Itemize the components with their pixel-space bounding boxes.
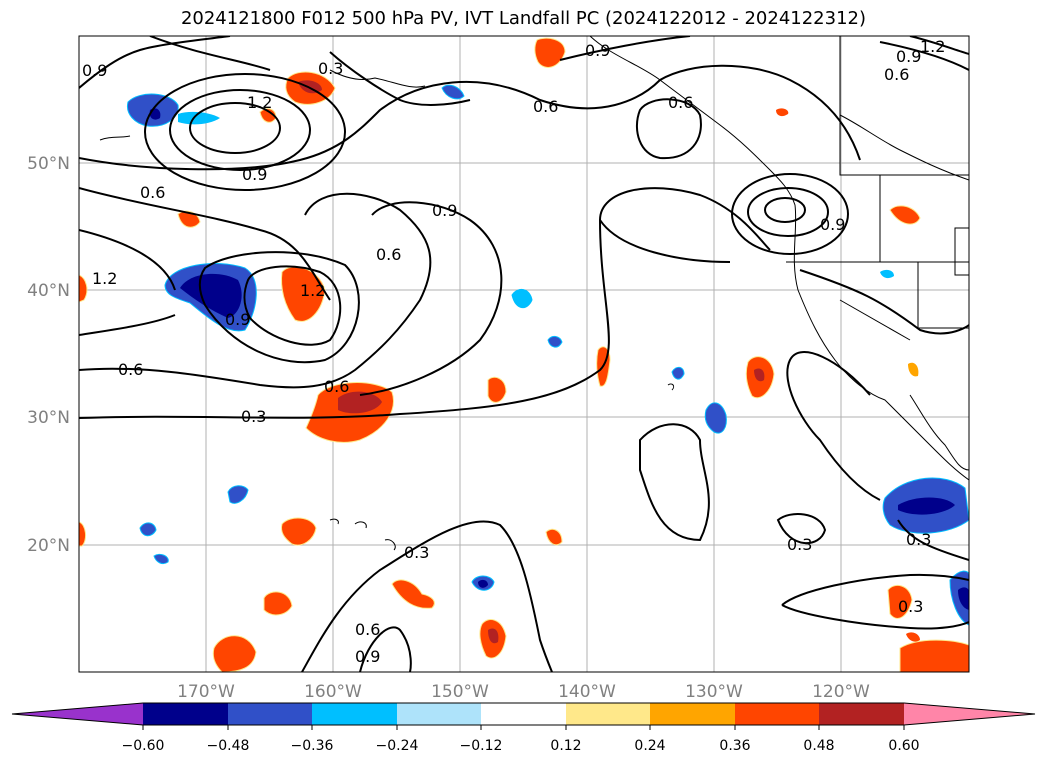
colorbar-segment xyxy=(566,703,650,725)
contour-label: 1.2 xyxy=(247,93,272,112)
lat-label: 40°N xyxy=(27,281,70,301)
colorbar-tick-label: 0.24 xyxy=(634,738,665,754)
contour-label: 0.9 xyxy=(225,310,250,329)
contour-label: 0.3 xyxy=(241,407,266,426)
contour-label: 0.3 xyxy=(404,543,429,562)
colorbar-segment xyxy=(819,703,904,725)
colorbar: −0.60 −0.48 −0.36 −0.24 −0.12 0.12 0.24 … xyxy=(11,702,1036,754)
contour-label: 0.3 xyxy=(787,535,812,554)
lon-label: 170°W xyxy=(177,682,235,702)
colorbar-tick-label: −0.12 xyxy=(460,738,503,754)
contour-label: 0.6 xyxy=(118,360,143,379)
colorbar-tick-label: −0.48 xyxy=(207,738,250,754)
coastlines xyxy=(99,36,969,551)
contour-label: 0.3 xyxy=(898,597,923,616)
colorbar-segment xyxy=(481,703,566,725)
contour-label: 0.9 xyxy=(896,47,921,66)
colorbar-segment xyxy=(143,703,228,725)
colorbar-tick-label: −0.36 xyxy=(291,738,334,754)
colorbar-segment xyxy=(735,703,819,725)
colorbar-segment xyxy=(397,703,481,725)
colorbar-ticks xyxy=(142,725,905,730)
colorbar-tick-label: 0.48 xyxy=(803,738,834,754)
lat-label: 20°N xyxy=(27,536,70,556)
latitude-labels: 50°N 40°N 30°N 20°N xyxy=(27,154,70,556)
colorbar-tick-label: 0.36 xyxy=(719,738,750,754)
contour-label: 0.9 xyxy=(242,165,267,184)
colorbar-segment xyxy=(228,703,312,725)
contour-label: 0.6 xyxy=(140,183,165,202)
contour-label: 0.6 xyxy=(668,93,693,112)
contour-label: 0.9 xyxy=(432,201,457,220)
colorbar-segment xyxy=(650,703,735,725)
ivt-contours xyxy=(79,36,969,672)
contour-label: 0.6 xyxy=(533,97,558,116)
lon-label: 120°W xyxy=(812,682,870,702)
lat-label: 30°N xyxy=(27,408,70,428)
lat-label: 50°N xyxy=(27,154,70,174)
colorbar-segment xyxy=(312,703,397,725)
colorbar-tick-label: −0.60 xyxy=(122,738,165,754)
lon-label: 130°W xyxy=(685,682,743,702)
longitude-labels: 170°W 160°W 150°W 140°W 130°W 120°W xyxy=(177,682,870,702)
contour-label: 0.9 xyxy=(585,41,610,60)
contour-label: 0.6 xyxy=(324,377,349,396)
contour-label-group: 0.9 0.3 1.2 1.2 0.9 0.6 0.9 0.6 0.6 1.2 … xyxy=(82,37,945,666)
lon-label: 140°W xyxy=(558,682,616,702)
negative-fill xyxy=(126,84,969,626)
contour-label: 1.2 xyxy=(92,269,117,288)
contour-label: 0.9 xyxy=(820,215,845,234)
colorbar-tick-label: 0.60 xyxy=(888,738,919,754)
lon-label: 160°W xyxy=(304,682,362,702)
colorbar-tick-label: 0.12 xyxy=(550,738,581,754)
contour-label: 1.2 xyxy=(920,37,945,56)
plot-frame xyxy=(78,35,970,673)
plot-area xyxy=(79,36,969,672)
contour-label: 0.6 xyxy=(884,65,909,84)
lon-label: 150°W xyxy=(431,682,489,702)
contour-label: 0.6 xyxy=(376,245,401,264)
contour-label: 0.3 xyxy=(906,530,931,549)
contour-label: 0.3 xyxy=(318,59,343,78)
colorbar-segment xyxy=(12,703,143,725)
colorbar-tick-label: −0.24 xyxy=(376,738,419,754)
colorbar-segment xyxy=(904,703,1035,725)
contour-label: 0.9 xyxy=(355,647,380,666)
map-title: 2024121800 F012 500 hPa PV, IVT Landfall… xyxy=(180,8,867,29)
contour-label: 0.9 xyxy=(82,61,107,80)
contour-label: 1.2 xyxy=(300,281,325,300)
contour-label: 0.6 xyxy=(355,620,380,639)
